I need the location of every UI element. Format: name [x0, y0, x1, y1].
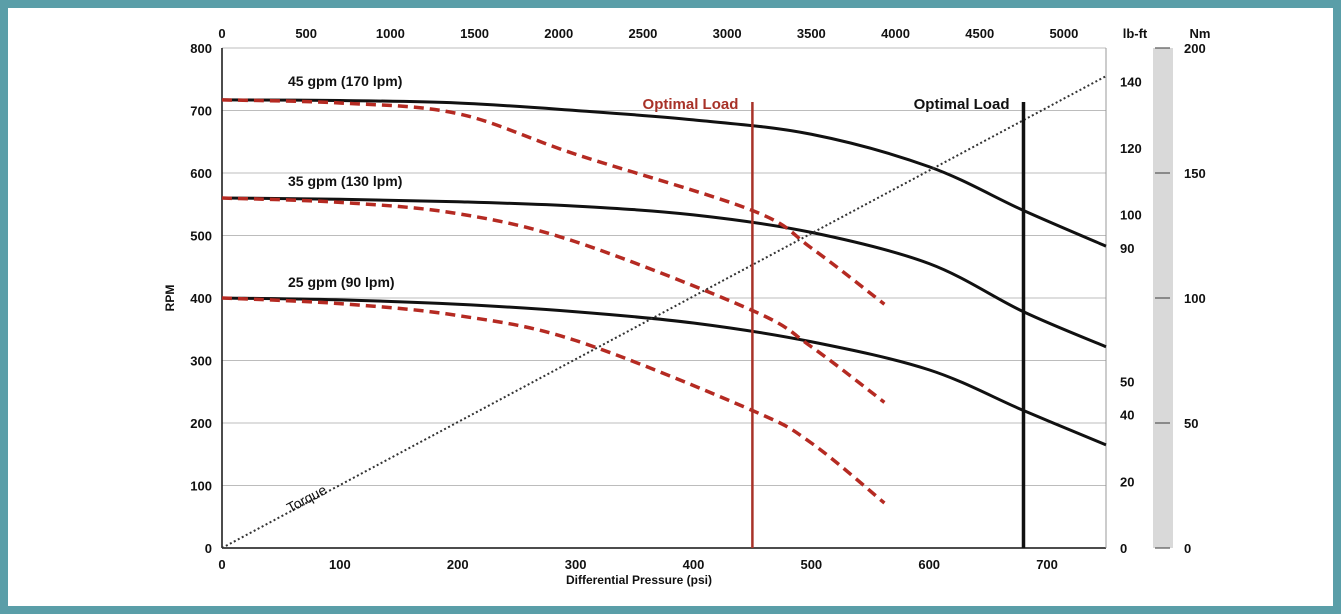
x-tick-label-400: 400 [683, 557, 705, 572]
nm-tick-label-50: 50 [1184, 416, 1198, 431]
x-tick-label-500: 500 [800, 557, 822, 572]
x-tick-label-300: 300 [565, 557, 587, 572]
series-line-4 [221, 196, 886, 404]
y-tick-label-400: 400 [190, 291, 212, 306]
x-tick-label-0: 0 [218, 557, 225, 572]
y-tick-label-300: 300 [190, 354, 212, 369]
top-tick-label-1000: 1000 [376, 26, 405, 41]
y-tick-label-500: 500 [190, 229, 212, 244]
series-line-1 [221, 196, 1107, 349]
series-line-6 [221, 75, 1107, 549]
x-axis-title: Differential Pressure (psi) [566, 573, 712, 587]
series-line-2 [221, 296, 1107, 447]
x-tick-label-600: 600 [918, 557, 940, 572]
top-tick-label-1500: 1500 [460, 26, 489, 41]
y-tick-label-100: 100 [190, 479, 212, 494]
x-tick-label-700: 700 [1036, 557, 1058, 572]
optimal-load-label-1: Optimal Load [914, 96, 1010, 113]
x-tick-label-100: 100 [329, 557, 351, 572]
torque-tick-label-100: 100 [1120, 208, 1142, 223]
top-tick-label-3000: 3000 [713, 26, 742, 41]
torque-tick-label-0: 0 [1120, 541, 1127, 556]
top-tick-label-4000: 4000 [881, 26, 910, 41]
nm-tick-label-100: 100 [1184, 291, 1206, 306]
y-tick-label-0: 0 [205, 541, 212, 556]
nm-tick-label-150: 150 [1184, 166, 1206, 181]
torque-tick-label-20: 20 [1120, 474, 1134, 489]
top-tick-label-0: 0 [218, 26, 225, 41]
torque-label: Torque [284, 481, 329, 515]
torque-tick-label-90: 90 [1120, 241, 1134, 256]
y-axis-title: RPM [163, 285, 177, 312]
chart-frame: 0 100 200 300 400 500 600 700 0 100 200 300 400 500 60… [8, 8, 1333, 606]
optimal-load-label-0: Optimal Load [643, 96, 739, 113]
x-tick-label-200: 200 [447, 557, 469, 572]
series-label-2: 25 gpm (90 lpm) [288, 274, 395, 290]
series-line-0 [221, 98, 1107, 248]
series-line-5 [221, 296, 886, 505]
torque-tick-label-50: 50 [1120, 374, 1134, 389]
series-label-1: 35 gpm (130 lpm) [288, 173, 402, 189]
nm-tick-label-200: 200 [1184, 41, 1206, 56]
top-tick-label-2500: 2500 [628, 26, 657, 41]
torque-tick-label-120: 120 [1120, 141, 1142, 156]
y-tick-label-600: 600 [190, 166, 212, 181]
top-tick-label-3500: 3500 [797, 26, 826, 41]
y-tick-label-700: 700 [190, 104, 212, 119]
torque-tick-label-140: 140 [1120, 74, 1142, 89]
y-tick-label-800: 800 [190, 41, 212, 56]
series-label-0: 45 gpm (170 lpm) [288, 73, 402, 89]
top-tick-label-5000: 5000 [1049, 26, 1078, 41]
top-tick-label-2000: 2000 [544, 26, 573, 41]
torque-tick-label-40: 40 [1120, 408, 1134, 423]
nm-axis-unit: Nm [1190, 26, 1211, 41]
top-axis-unit: lb-ft [1123, 26, 1148, 41]
y-tick-label-200: 200 [190, 416, 212, 431]
differential-pressure-rpm-chart: 0 100 200 300 400 500 600 700010020030040050060… [163, 26, 1211, 587]
series-line-3 [221, 98, 886, 306]
nm-tick-label-0: 0 [1184, 541, 1191, 556]
top-tick-label-4500: 4500 [965, 26, 994, 41]
top-tick-label-500: 500 [295, 26, 317, 41]
